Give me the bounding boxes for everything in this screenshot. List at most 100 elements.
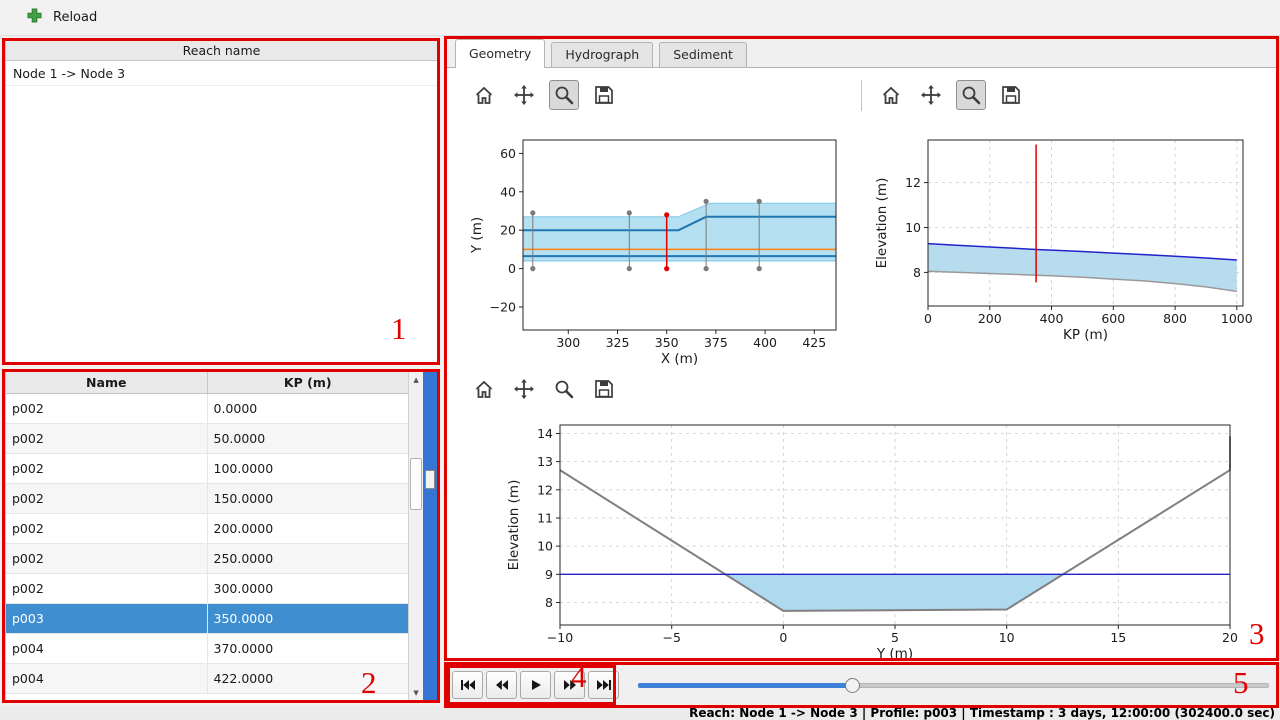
pan-icon[interactable] [916,80,946,110]
skip-last-icon [596,680,611,690]
svg-text:40: 40 [500,184,516,199]
svg-text:12: 12 [905,175,921,190]
play-button[interactable] [520,671,551,699]
svg-text:Elevation (m): Elevation (m) [874,178,890,269]
green-plus-icon [27,8,42,27]
svg-text:12: 12 [537,482,553,497]
save-icon[interactable] [589,80,619,110]
table-row[interactable]: p004 370.0000 [6,633,409,664]
pan-icon[interactable] [509,80,539,110]
panel-scrollbar-handle[interactable] [425,470,436,489]
profile-chart-toolbar [876,80,1026,110]
svg-text:14: 14 [537,426,553,441]
cross-section-chart[interactable]: −10 −5 0 5 10 15 20 8 9 10 11 12 13 14 Y (m) Elevation … [454,410,1256,660]
scroll-up-icon[interactable]: ▲ [413,376,419,384]
table-row[interactable]: p002 100.0000 [6,453,409,484]
time-slider[interactable] [638,674,1269,696]
column-header-kp[interactable]: KP (m) [207,372,409,394]
svg-text:200: 200 [978,311,1002,326]
time-slider-handle[interactable] [844,678,860,693]
play-icon [531,680,541,690]
svg-text:325: 325 [606,335,630,350]
zoom-icon[interactable] [549,80,579,110]
results-panel: Geometry Hydrograph Sediment [446,38,1279,661]
svg-text:60: 60 [500,146,516,161]
reach-list-item[interactable]: Node 1 -> Node 3 [6,61,437,86]
home-icon[interactable] [469,374,499,404]
table-header-row: Name KP (m) [6,372,409,394]
svg-text:13: 13 [537,454,553,469]
svg-text:20: 20 [1222,630,1238,645]
table-scrollbar-thumb[interactable] [410,458,423,510]
skip-last-button[interactable] [588,671,619,699]
save-icon[interactable] [589,374,619,404]
table-row[interactable]: p002 150.0000 [6,483,409,514]
svg-text:10: 10 [999,630,1015,645]
tab-hydrograph[interactable]: Hydrograph [551,42,654,67]
status-text: Reach: Node 1 -> Node 3 | Profile: p003 … [689,706,1275,720]
svg-text:Y (m): Y (m) [876,646,913,660]
table-row[interactable]: p002 50.0000 [6,423,409,454]
pan-icon[interactable] [509,374,539,404]
home-icon[interactable] [876,80,906,110]
table-scrollbar[interactable]: ▲ ▼ [408,372,424,701]
top-toolbar: Reload [0,0,1280,36]
table-row[interactable]: p002 200.0000 [6,513,409,544]
tab-geometry[interactable]: Geometry [455,39,546,68]
svg-text:KP (m): KP (m) [1063,327,1108,343]
svg-text:8: 8 [913,265,921,280]
svg-text:425: 425 [802,335,826,350]
svg-text:−5: −5 [662,630,680,645]
table-row[interactable]: p003 350.0000 [6,603,409,634]
skip-first-icon [460,680,475,690]
reach-list-header: Reach name [6,40,437,61]
svg-text:600: 600 [1101,311,1125,326]
svg-text:400: 400 [1040,311,1064,326]
home-icon[interactable] [469,80,499,110]
plan-view-chart[interactable]: 300 325 350 375 400 425 −20 0 20 40 60 X (m) Y (m) [454,116,866,370]
svg-text:20: 20 [500,223,516,238]
skip-first-button[interactable] [452,671,483,699]
svg-text:−20: −20 [490,300,516,315]
tab-sediment[interactable]: Sediment [659,42,747,67]
svg-text:−10: −10 [547,630,573,645]
svg-text:0: 0 [508,261,516,276]
save-icon[interactable] [996,80,1026,110]
reload-button[interactable]: Reload [27,8,97,27]
playback-bar [446,664,1279,706]
svg-text:400: 400 [753,335,777,350]
svg-text:10: 10 [905,220,921,235]
table-row[interactable]: p004 422.0000 [6,663,409,694]
svg-text:X (m): X (m) [661,351,698,367]
long-profile-chart[interactable]: 0 200 400 600 800 1000 8 10 12 KP (m) Elevation (m… [866,116,1276,370]
profile-table: Name KP (m) p002 0.0000 p002 50.0000 p002 100… [6,372,409,701]
zoom-icon[interactable] [549,374,579,404]
svg-text:Elevation (m): Elevation (m) [506,480,522,571]
svg-text:11: 11 [537,511,553,526]
panel-scrollbar[interactable] [423,372,437,701]
scroll-down-icon[interactable]: ▼ [413,689,419,697]
table-row[interactable]: p002 250.0000 [6,543,409,574]
tab-bar: Geometry Hydrograph Sediment [446,38,1279,68]
svg-text:375: 375 [704,335,728,350]
step-back-button[interactable] [486,671,517,699]
step-forward-icon [563,680,576,690]
svg-text:800: 800 [1163,311,1187,326]
svg-text:0: 0 [924,311,932,326]
cross-section-toolbar [469,374,619,404]
column-header-name[interactable]: Name [6,372,208,394]
table-row[interactable]: p002 0.0000 [6,393,409,424]
svg-text:9: 9 [545,567,553,582]
plan-chart-toolbar [469,80,619,110]
profile-table-body: p002 0.0000 p002 50.0000 p002 100.0000 p002 150… [6,393,409,694]
zoom-icon[interactable] [956,80,986,110]
reload-label: Reload [53,10,98,25]
svg-text:1000: 1000 [1221,311,1253,326]
step-forward-button[interactable] [554,671,585,699]
table-row[interactable]: p002 300.0000 [6,573,409,604]
svg-text:0: 0 [779,630,787,645]
svg-text:350: 350 [655,335,679,350]
svg-text:15: 15 [1110,630,1126,645]
svg-text:8: 8 [545,595,553,610]
